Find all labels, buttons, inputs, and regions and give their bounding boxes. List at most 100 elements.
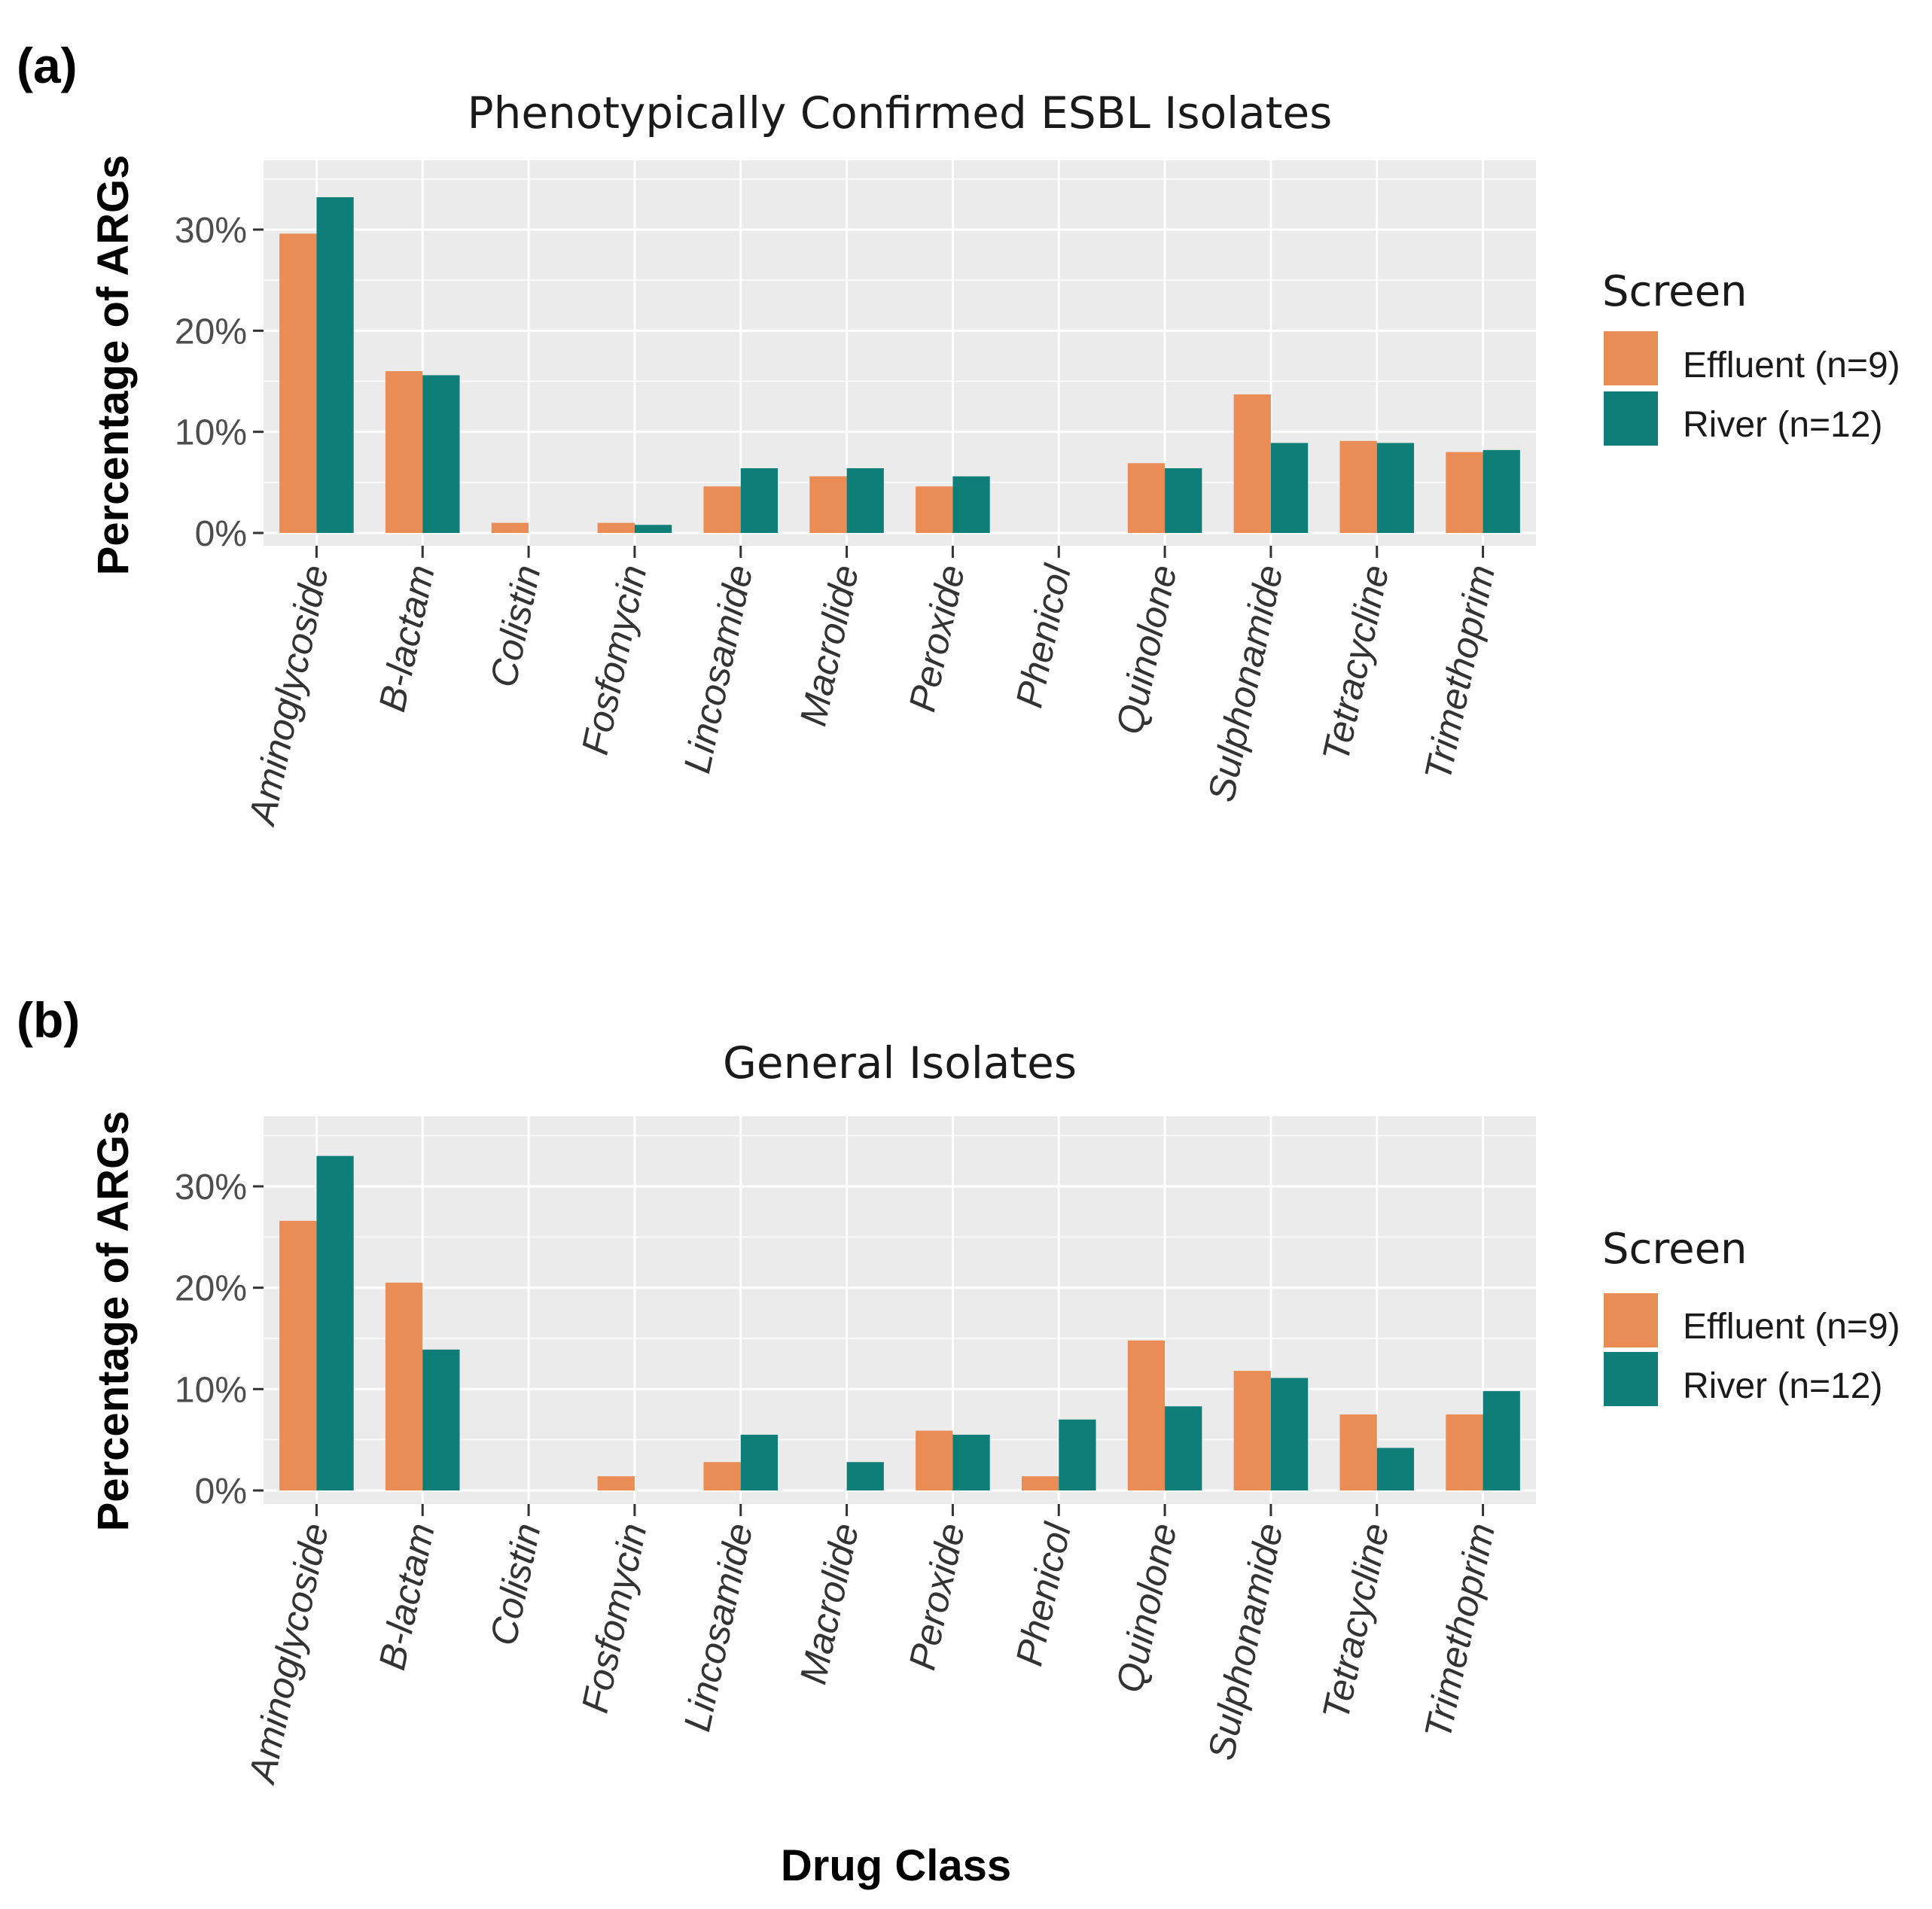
bar-effluent-sulphonamide [1233, 394, 1271, 533]
chart-panel-b: (b) General Isolates 0% 10% 20% 30% Aminogl… [17, 992, 1900, 1890]
y-tick-label: 20% [175, 1269, 247, 1309]
x-axis-b: Aminoglycoside B-lactam Colistin Fosfomycin… [240, 1504, 1503, 1789]
bar-river-sulphonamide [1270, 443, 1309, 533]
bar-effluent-peroxide [916, 1430, 953, 1490]
bar-effluent-fosfomycin [597, 1476, 635, 1490]
y-axis-a: 0% 10% 20% 30% [175, 211, 264, 554]
chart-title-b: General Isolates [723, 1037, 1077, 1088]
x-tick-label-fosfomycin: Fosfomycin [574, 1520, 655, 1717]
x-tick-label-lincosamide: Lincosamide [675, 562, 760, 777]
chart-title-a: Phenotypically Confirmed ESBL Isolates [468, 87, 1333, 139]
bar-effluent-quinolone [1127, 1340, 1166, 1490]
x-tick-label-sulphonamide: Sulphonamide [1199, 1520, 1291, 1764]
bar-effluent-b-lactam [385, 1282, 423, 1490]
x-tick-label-lincosamide: Lincosamide [675, 1520, 760, 1735]
bar-river-tetracycline [1376, 443, 1415, 533]
bar-effluent-tetracycline [1339, 1414, 1377, 1490]
bar-effluent-aminoglycoside [279, 1220, 317, 1490]
x-tick-label-phenicol: Phenicol [1007, 1518, 1079, 1670]
y-tick-label: 0% [195, 1472, 247, 1512]
bar-river-trimethoprim [1483, 449, 1520, 533]
legend-label-effluent-b: Effluent (n=9) [1683, 1307, 1900, 1347]
y-axis-label-b: Percentage of ARGs [89, 1111, 138, 1532]
x-tick-label-peroxide: Peroxide [900, 562, 973, 716]
plot-background-a [264, 160, 1536, 546]
y-axis-label-a: Percentage of ARGs [89, 155, 138, 576]
bar-effluent-peroxide [916, 486, 953, 533]
legend-swatch-effluent-b [1604, 1293, 1658, 1347]
legend-swatch-river-a [1604, 391, 1658, 446]
x-tick-label-colistin: Colistin [482, 1520, 549, 1649]
legend-label-effluent-a: Effluent (n=9) [1683, 346, 1900, 385]
x-tick-label-b-lactam: B-lactam [370, 1520, 443, 1674]
bar-effluent-b-lactam [385, 371, 423, 533]
bar-effluent-phenicol [1021, 1476, 1059, 1490]
panel-label-a: (a) [17, 38, 78, 93]
bar-effluent-quinolone [1127, 463, 1166, 533]
x-axis-label: Drug Class [781, 1841, 1011, 1890]
bar-river-b-lactam [422, 375, 460, 533]
legend-swatch-river-b [1604, 1352, 1658, 1406]
bar-effluent-lincosamide [703, 486, 741, 533]
panel-label-b: (b) [17, 992, 80, 1048]
x-tick-label-quinolone: Quinolone [1108, 562, 1185, 738]
bar-river-quinolone [1165, 1406, 1202, 1490]
x-tick-label-aminoglycoside: Aminoglycoside [240, 1520, 337, 1789]
bar-river-sulphonamide [1270, 1378, 1309, 1490]
y-tick-label: 20% [175, 312, 247, 352]
x-axis-a: Aminoglycoside B-lactam Colistin Fosfomycin… [240, 546, 1503, 830]
bar-river-aminoglycoside [316, 1155, 354, 1490]
x-tick-label-macrolide: Macrolide [792, 1520, 867, 1688]
legend-a: Screen Effluent (n=9) River (n=12) [1602, 267, 1900, 446]
bar-effluent-aminoglycoside [279, 233, 317, 533]
legend-label-river-b: River (n=12) [1683, 1366, 1882, 1406]
bar-effluent-tetracycline [1339, 440, 1377, 533]
bar-river-macrolide [846, 1462, 884, 1490]
legend-title-b: Screen [1602, 1225, 1748, 1274]
x-tick-label-colistin: Colistin [482, 562, 549, 691]
x-tick-label-quinolone: Quinolone [1108, 1520, 1185, 1697]
legend-label-river-a: River (n=12) [1683, 405, 1882, 445]
y-tick-label: 30% [175, 1168, 247, 1207]
y-tick-label: 0% [195, 514, 247, 554]
x-tick-label-trimethoprim: Trimethoprim [1416, 562, 1503, 784]
bar-effluent-lincosamide [703, 1462, 741, 1490]
x-tick-label-phenicol: Phenicol [1007, 560, 1079, 711]
y-tick-label: 10% [175, 413, 247, 453]
x-tick-label-trimethoprim: Trimethoprim [1416, 1520, 1503, 1743]
bar-river-macrolide [846, 468, 884, 533]
bar-river-aminoglycoside [316, 197, 354, 533]
x-tick-label-tetracycline: Tetracycline [1315, 1520, 1397, 1724]
bar-river-b-lactam [422, 1349, 460, 1490]
x-tick-label-b-lactam: B-lactam [370, 562, 443, 716]
x-tick-label-aminoglycoside: Aminoglycoside [240, 562, 337, 830]
x-tick-label-fosfomycin: Fosfomycin [574, 562, 655, 759]
bar-effluent-trimethoprim [1446, 1414, 1483, 1490]
legend-swatch-effluent-a [1604, 331, 1658, 385]
bar-river-peroxide [952, 1434, 990, 1490]
bar-river-tetracycline [1376, 1448, 1415, 1490]
legend-b: Screen Effluent (n=9) River (n=12) [1602, 1225, 1900, 1406]
bar-effluent-trimethoprim [1446, 452, 1483, 533]
x-tick-label-macrolide: Macrolide [792, 562, 867, 730]
x-tick-label-sulphonamide: Sulphonamide [1199, 562, 1291, 805]
y-tick-label: 10% [175, 1370, 247, 1410]
bar-effluent-fosfomycin [597, 522, 635, 533]
bar-river-fosfomycin [634, 525, 672, 533]
bars-a [279, 197, 1520, 533]
bar-effluent-colistin [491, 522, 529, 533]
x-tick-label-tetracycline: Tetracycline [1315, 562, 1397, 766]
bar-river-peroxide [952, 476, 990, 533]
bar-effluent-sulphonamide [1233, 1371, 1271, 1490]
y-axis-b: 0% 10% 20% 30% [175, 1168, 264, 1512]
x-tick-label-peroxide: Peroxide [900, 1520, 973, 1674]
bar-river-trimethoprim [1483, 1391, 1520, 1490]
bars-b [279, 1155, 1520, 1490]
y-tick-label: 30% [175, 211, 247, 251]
legend-title-a: Screen [1602, 267, 1748, 316]
bar-river-phenicol [1059, 1419, 1096, 1490]
chart-panel-a: (a) Phenotypically Confirmed ESBL Isolat… [17, 38, 1900, 830]
bar-river-quinolone [1165, 468, 1202, 533]
bar-river-lincosamide [740, 1434, 779, 1490]
